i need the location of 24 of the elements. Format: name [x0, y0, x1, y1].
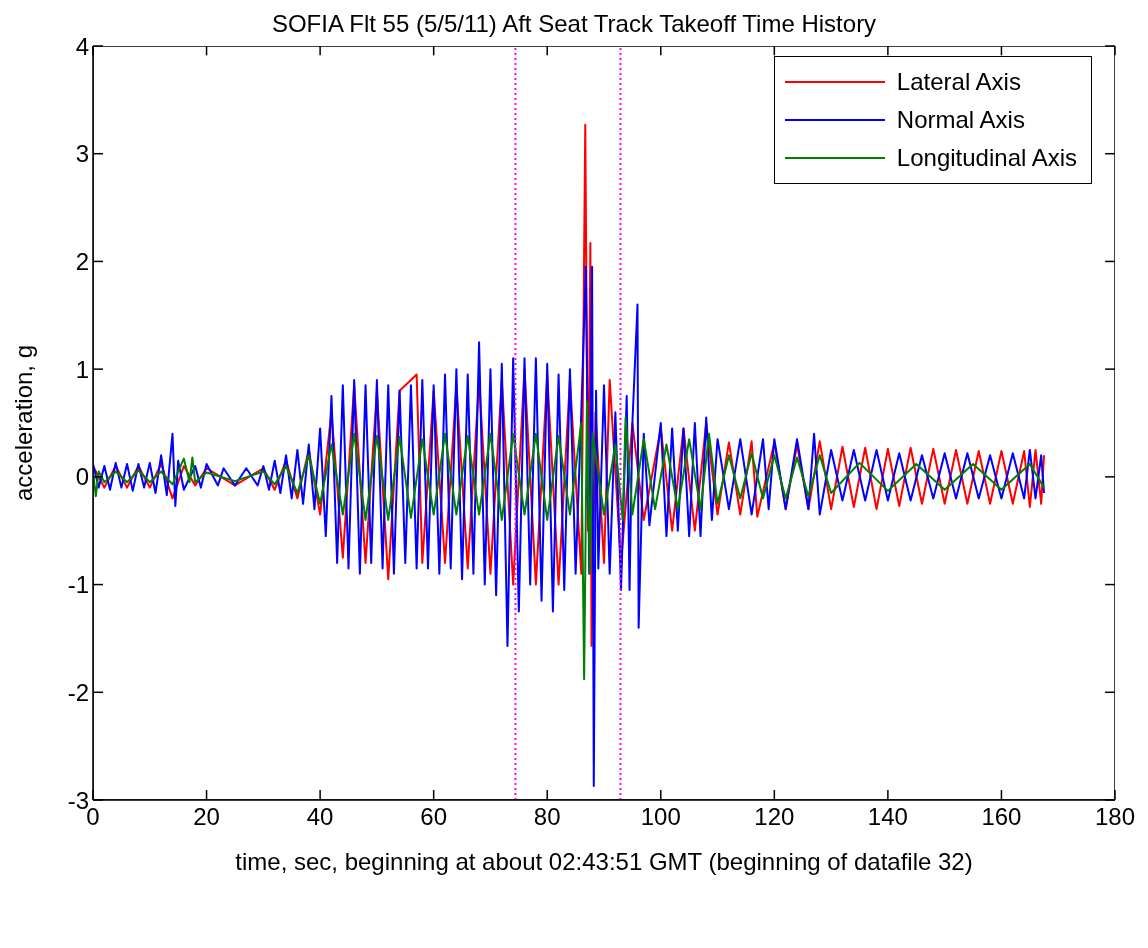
y-tick-label: 4 [75, 32, 89, 60]
x-tick-label: 180 [1094, 803, 1136, 831]
x-tick-label: 40 [306, 803, 334, 831]
legend-label: Lateral Axis [896, 68, 1021, 96]
x-tick-label: 80 [533, 803, 561, 831]
x-tick-label: 60 [420, 803, 448, 831]
legend-label: Normal Axis [896, 106, 1025, 134]
y-axis-title: acceleration, g [9, 344, 37, 502]
chart-title: SOFIA Flt 55 (5/5/11) Aft Seat Track Takeoff Time History [271, 10, 877, 37]
x-tick-label: 100 [640, 803, 681, 831]
legend-label: Longitudinal Axis [896, 144, 1077, 172]
y-tick-label: 0 [75, 463, 89, 491]
line-series [93, 400, 1046, 681]
x-tick-label: 140 [867, 803, 908, 831]
x-tick-label: 120 [754, 803, 795, 831]
y-tick-label: -1 [67, 571, 89, 599]
y-tick-label: 2 [75, 247, 89, 275]
y-tick-label: 1 [75, 355, 89, 383]
x-axis-title: time, sec, beginning at about 02:43:51 GMT (beginning of datafile 32) [235, 848, 973, 875]
y-tick-label: -2 [67, 678, 89, 706]
x-tick-label: 160 [981, 803, 1022, 831]
y-tick-label: 3 [75, 140, 89, 168]
line-series [93, 265, 1046, 787]
x-tick-label: 20 [193, 803, 220, 831]
